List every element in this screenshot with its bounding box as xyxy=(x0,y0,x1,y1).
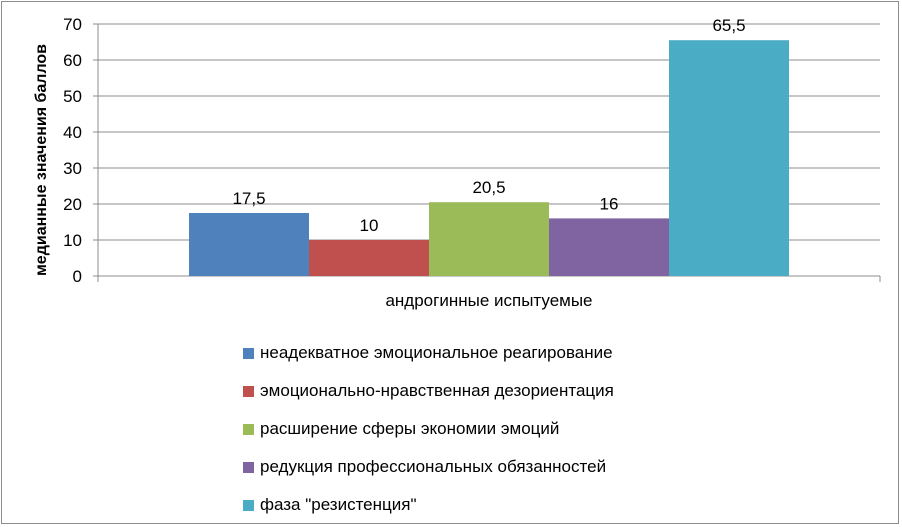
bar xyxy=(429,202,549,276)
legend-label: редукция профессиональных обязанностей xyxy=(260,457,607,476)
y-tick-label: 40 xyxy=(63,123,82,142)
legend-item: неадекватное эмоциональное реагирование xyxy=(243,334,743,372)
legend-swatch xyxy=(243,499,254,511)
bar xyxy=(309,240,429,276)
y-tick-label: 0 xyxy=(73,267,82,286)
legend-item: эмоционально-нравственная дезориентация xyxy=(243,372,743,410)
y-tick-label: 70 xyxy=(63,15,82,34)
legend-label: расширение сферы экономии эмоций xyxy=(260,419,560,438)
legend-item: расширение сферы экономии эмоций xyxy=(243,410,743,448)
legend-label: эмоционально-нравственная дезориентация xyxy=(260,381,614,400)
legend-swatch xyxy=(243,347,254,359)
legend-swatch xyxy=(243,423,254,435)
data-label: 10 xyxy=(360,216,379,235)
bar xyxy=(669,40,789,277)
x-axis-category-label: андрогинные испытуемые xyxy=(385,291,592,310)
data-labels: 17,5 10 20,5 16 65,5 xyxy=(232,16,745,235)
y-axis-tick-labels: 0 10 20 30 40 50 60 70 xyxy=(63,15,82,286)
y-tick-label: 30 xyxy=(63,159,82,178)
bar xyxy=(189,213,309,276)
data-label: 65,5 xyxy=(712,16,745,35)
y-tick-label: 50 xyxy=(63,87,82,106)
bars xyxy=(189,40,789,277)
y-axis-label: медианные значения баллов xyxy=(33,44,50,276)
legend-item: фаза "резистенция" xyxy=(243,486,743,524)
legend-item: редукция профессиональных обязанностей xyxy=(243,448,743,486)
legend-swatch xyxy=(243,385,254,397)
legend: неадекватное эмоциональное реагирование э… xyxy=(243,334,743,524)
legend-label: фаза "резистенция" xyxy=(260,495,417,514)
y-tick-label: 60 xyxy=(63,51,82,70)
y-tick-label: 20 xyxy=(63,195,82,214)
data-label: 17,5 xyxy=(232,189,265,208)
legend-swatch xyxy=(243,461,254,473)
y-tick-label: 10 xyxy=(63,231,82,250)
data-label: 16 xyxy=(600,194,619,213)
legend-label: неадекватное эмоциональное реагирование xyxy=(260,343,613,362)
data-label: 20,5 xyxy=(472,178,505,197)
bar xyxy=(549,218,669,276)
